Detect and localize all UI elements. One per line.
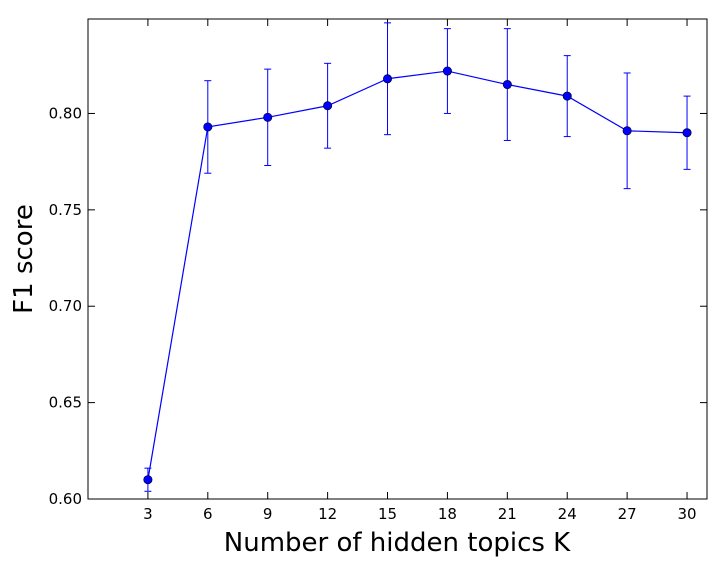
x-tick-label: 18 [438,505,457,523]
data-point [383,74,393,84]
data-point [263,112,273,122]
y-axis-label: F1 score [9,204,39,314]
data-point [323,101,333,111]
y-tick-label: 0.70 [49,297,82,315]
x-tick-label: 6 [203,505,213,523]
x-tick-label: 21 [498,505,517,523]
data-point [143,475,153,485]
y-tick-label: 0.65 [49,394,82,412]
plot-frame [87,18,708,500]
x-tick-label: 3 [143,505,153,523]
series-line [147,70,688,480]
data-point [502,80,512,90]
y-tick-label: 0.60 [49,490,82,508]
x-tick-label: 12 [318,505,337,523]
x-axis-label: Number of hidden topics K [224,528,571,558]
y-tick-label: 0.75 [49,201,82,219]
x-tick-label: 24 [558,505,577,523]
x-tick-label: 27 [618,505,637,523]
y-tick-label: 0.80 [49,104,82,122]
x-tick-label: 30 [677,505,696,523]
data-point [442,66,452,76]
x-tick-label: 15 [378,505,397,523]
x-tick-label: 9 [263,505,273,523]
data-point [562,91,572,101]
data-point [203,122,213,132]
data-point [622,126,632,136]
data-point [682,128,692,138]
